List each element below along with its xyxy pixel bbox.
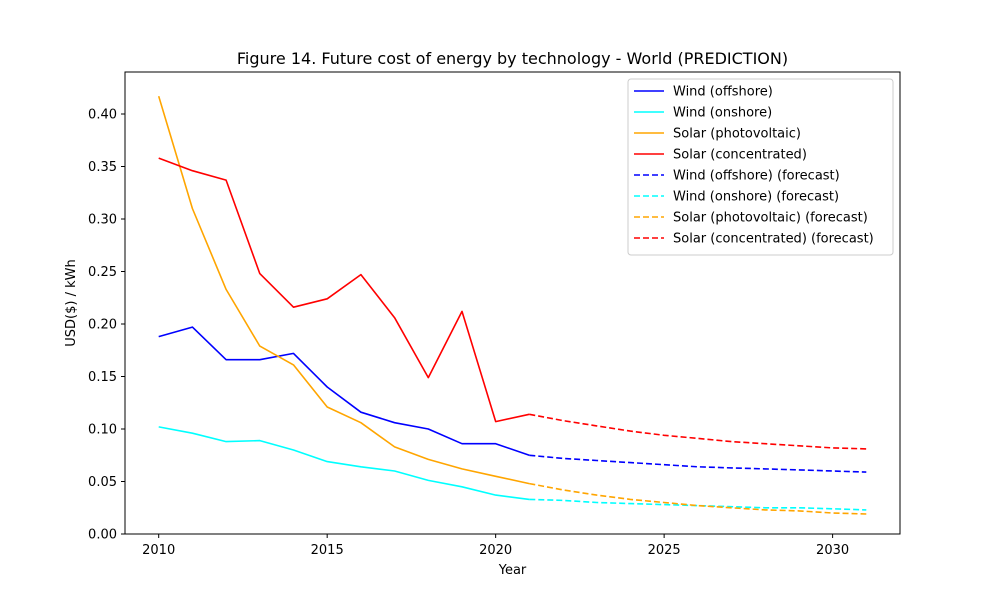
x-axis-ticks: 2010 2015 2020 2025 2030 (142, 534, 849, 558)
legend-label: Solar (photovoltaic) (forecast) (673, 211, 868, 226)
y-tick-label: 0.30 (88, 213, 117, 228)
y-tick-label: 0.00 (88, 528, 117, 543)
y-tick-label: 0.10 (88, 423, 117, 438)
series-line-5 (529, 454, 867, 473)
plot-frame (124, 71, 901, 535)
legend-label: Wind (onshore) (673, 106, 772, 121)
series-line-7 (529, 482, 867, 515)
x-tick-label: 2025 (648, 543, 681, 558)
series-line-1 (158, 326, 530, 457)
y-axis-ticks: 0.00 0.05 0.10 0.15 0.20 0.25 0.30 0.35 0.40 (88, 108, 125, 543)
x-tick-label: 2030 (816, 543, 849, 558)
legend-label: Solar (concentrated) (673, 148, 807, 163)
series-line-3 (157, 95, 530, 485)
series-layer (157, 95, 867, 515)
y-axis-label: USD($) / kWh (64, 259, 79, 346)
legend-label: Solar (concentrated) (forecast) (673, 232, 874, 247)
x-tick-label: 2020 (479, 543, 512, 558)
legend-label: Solar (photovoltaic) (673, 127, 801, 142)
series-line-6 (529, 498, 867, 511)
y-tick-label: 0.20 (88, 318, 117, 333)
x-tick-label: 2015 (311, 543, 344, 558)
y-tick-label: 0.25 (88, 265, 117, 280)
legend-label: Wind (onshore) (forecast) (673, 190, 839, 205)
series-line-2 (158, 426, 530, 501)
x-axis-label: Year (498, 563, 527, 578)
legend-label: Wind (offshore) (673, 85, 773, 100)
x-tick-label: 2010 (142, 543, 175, 558)
y-tick-label: 0.15 (88, 370, 117, 385)
legend: Wind (offshore) Wind (onshore) Solar (phot… (627, 78, 894, 256)
legend-label: Wind (offshore) (forecast) (673, 169, 840, 184)
legend-box (627, 78, 894, 256)
y-tick-label: 0.35 (88, 160, 117, 175)
series-line-8 (529, 413, 867, 450)
chart-title: Figure 14. Future cost of energy by tech… (237, 49, 788, 68)
y-tick-label: 0.40 (88, 108, 117, 123)
y-tick-label: 0.05 (88, 475, 117, 490)
series-line-4 (158, 157, 530, 423)
